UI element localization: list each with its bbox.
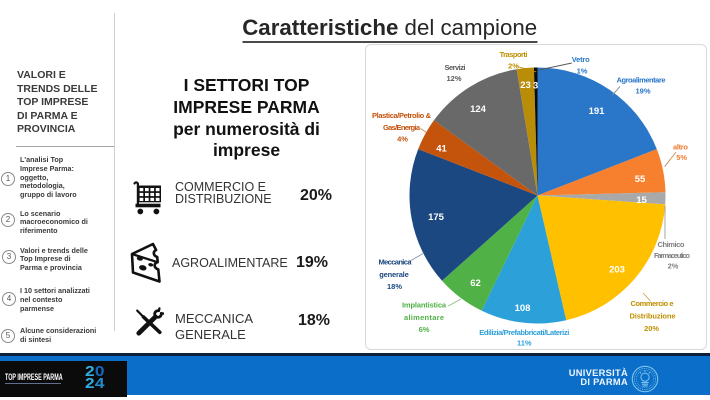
svg-text:11%: 11%: [517, 339, 532, 348]
svg-text:Implantistica: Implantistica: [402, 301, 447, 310]
svg-text:55: 55: [635, 174, 646, 185]
svg-text:Edilizia/Prefabbricati/Lateriz: Edilizia/Prefabbricati/Laterizi: [479, 328, 569, 337]
svg-text:Servizi: Servizi: [445, 63, 466, 72]
svg-text:Commercio e: Commercio e: [631, 299, 674, 308]
svg-text:alimentare: alimentare: [404, 313, 444, 322]
svg-text:12%: 12%: [446, 74, 461, 83]
svg-text:23: 23: [520, 80, 531, 91]
svg-text:4%: 4%: [397, 135, 408, 144]
svg-text:108: 108: [515, 303, 531, 314]
svg-text:2%: 2%: [508, 62, 519, 71]
svg-text:6%: 6%: [419, 325, 430, 334]
svg-text:generale: generale: [379, 270, 409, 279]
svg-text:175: 175: [428, 212, 445, 223]
svg-text:Chimico: Chimico: [658, 240, 685, 249]
svg-text:Trasporti: Trasporti: [500, 50, 528, 59]
svg-text:62: 62: [470, 278, 481, 289]
svg-text:Agroalimentare: Agroalimentare: [617, 76, 666, 85]
svg-text:19%: 19%: [635, 87, 650, 96]
svg-text:Plastica/Petrolio &: Plastica/Petrolio &: [372, 111, 432, 120]
svg-text:Farmaceutico: Farmaceutico: [654, 251, 690, 260]
svg-text:203: 203: [609, 265, 625, 276]
svg-text:1%: 1%: [577, 67, 588, 76]
svg-text:3: 3: [533, 81, 538, 92]
svg-text:Gas/Energia: Gas/Energia: [383, 123, 421, 132]
svg-text:18%: 18%: [387, 282, 402, 291]
svg-text:Vetro: Vetro: [572, 55, 590, 64]
svg-text:2%: 2%: [668, 262, 679, 271]
svg-text:5%: 5%: [676, 153, 687, 162]
svg-text:15: 15: [636, 195, 647, 206]
svg-text:20%: 20%: [644, 324, 659, 333]
svg-text:41: 41: [436, 144, 447, 155]
svg-text:191: 191: [589, 106, 606, 117]
svg-text:124: 124: [470, 104, 487, 115]
svg-text:Distribuzione: Distribuzione: [630, 312, 676, 321]
svg-text:altro: altro: [673, 143, 688, 152]
svg-text:Meccanica: Meccanica: [379, 258, 413, 267]
